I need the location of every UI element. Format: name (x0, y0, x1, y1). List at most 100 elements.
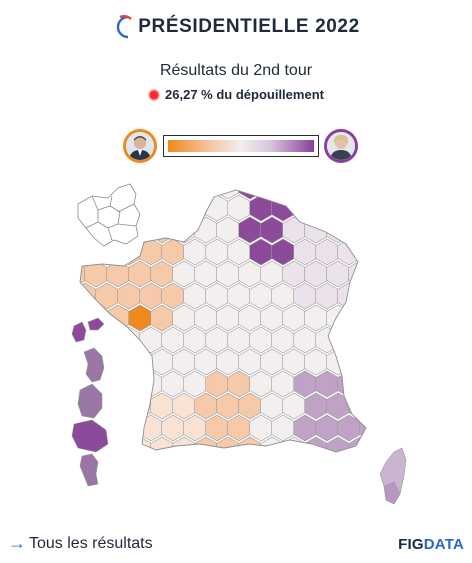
department-5 (150, 190, 174, 200)
department-130 (139, 370, 163, 398)
department-28 (359, 194, 366, 222)
department-159 (161, 414, 185, 442)
department-144 (128, 392, 152, 420)
department-117 (150, 348, 174, 376)
territory-martinique (83, 347, 105, 383)
header: PRÉSIDENTIELLE 2022 (0, 14, 472, 40)
territory-guadeloupe (71, 317, 105, 343)
department-143 (106, 392, 130, 420)
department-129 (117, 370, 141, 398)
arrow-right-icon: → (8, 533, 26, 553)
department-145 (150, 392, 174, 420)
department-140 (359, 370, 366, 398)
department-174 (172, 436, 196, 452)
department-50 (227, 238, 251, 266)
department-29 (80, 216, 86, 244)
department-21 (205, 194, 229, 222)
department-16 (95, 194, 119, 222)
idf-inset (77, 183, 141, 247)
department-53 (293, 238, 317, 266)
department-118 (172, 348, 196, 376)
department-177 (238, 436, 262, 452)
department-82 (315, 282, 339, 310)
department-44 (95, 238, 119, 266)
department-108 (271, 326, 295, 354)
department-139 (337, 370, 361, 398)
department-166 (315, 414, 339, 442)
department-98 (348, 304, 366, 332)
idf-inset-inner (85, 195, 137, 241)
page-title: PRÉSIDENTIELLE 2022 (138, 16, 360, 38)
department-171 (106, 436, 130, 452)
department-168 (359, 414, 366, 442)
department-78 (227, 282, 251, 310)
department-64 (216, 260, 240, 288)
department-72 (95, 282, 119, 310)
department-134 (227, 370, 251, 398)
department-6 (172, 190, 196, 200)
brand-data: DATA (423, 536, 464, 553)
department-152 (304, 392, 328, 420)
person-icon (327, 132, 355, 160)
department-81 (293, 282, 317, 310)
department-103 (161, 326, 185, 354)
department-162 (227, 414, 251, 442)
department-93 (238, 304, 262, 332)
department-176 (216, 436, 240, 452)
department-112 (359, 326, 366, 354)
department-43 (80, 238, 97, 266)
department-46 (139, 238, 163, 266)
mainland-outline (79, 189, 367, 453)
department-150 (260, 392, 284, 420)
department-68 (304, 260, 328, 288)
color-legend (123, 129, 358, 163)
department-122 (260, 348, 284, 376)
election-logo-icon (117, 14, 133, 39)
department-cells (80, 190, 366, 452)
department-163 (249, 414, 273, 442)
department-80 (271, 282, 295, 310)
color-scale-gradient (168, 140, 314, 152)
department-42 (348, 216, 366, 244)
department-2 (84, 190, 108, 200)
department-56 (359, 238, 366, 266)
department-172 (128, 436, 152, 452)
department-123 (282, 348, 306, 376)
department-49 (205, 238, 229, 266)
department-146 (172, 392, 196, 420)
department-71 (80, 282, 97, 310)
department-34 (172, 216, 196, 244)
department-31 (106, 216, 130, 244)
department-109 (293, 326, 317, 354)
region-corsica-south (383, 481, 401, 505)
department-77 (205, 282, 229, 310)
france-results-map (71, 183, 407, 505)
department-131 (161, 370, 185, 398)
department-151 (282, 392, 306, 420)
department-62 (172, 260, 196, 288)
candidate-left-avatar (123, 129, 157, 163)
all-results-link[interactable]: → Tous les résultats (8, 533, 153, 554)
department-91 (194, 304, 218, 332)
department-75 (161, 282, 185, 310)
department-7 (194, 190, 218, 200)
department-32 (128, 216, 152, 244)
territory-reunion (71, 419, 109, 453)
figdata-logo: FIGDATA (398, 536, 464, 553)
department-52 (271, 238, 295, 266)
department-97 (326, 304, 350, 332)
department-63 (194, 260, 218, 288)
department-45 (117, 238, 141, 266)
department-148 (216, 392, 240, 420)
department-110 (315, 326, 339, 354)
color-scale-bar (163, 135, 319, 157)
department-89 (150, 304, 174, 332)
department-182 (348, 436, 366, 452)
department-23 (249, 194, 273, 222)
department-161 (205, 414, 229, 442)
department-164 (271, 414, 295, 442)
department-74 (139, 282, 163, 310)
department-76 (183, 282, 207, 310)
person-icon (126, 132, 154, 160)
department-133 (205, 370, 229, 398)
